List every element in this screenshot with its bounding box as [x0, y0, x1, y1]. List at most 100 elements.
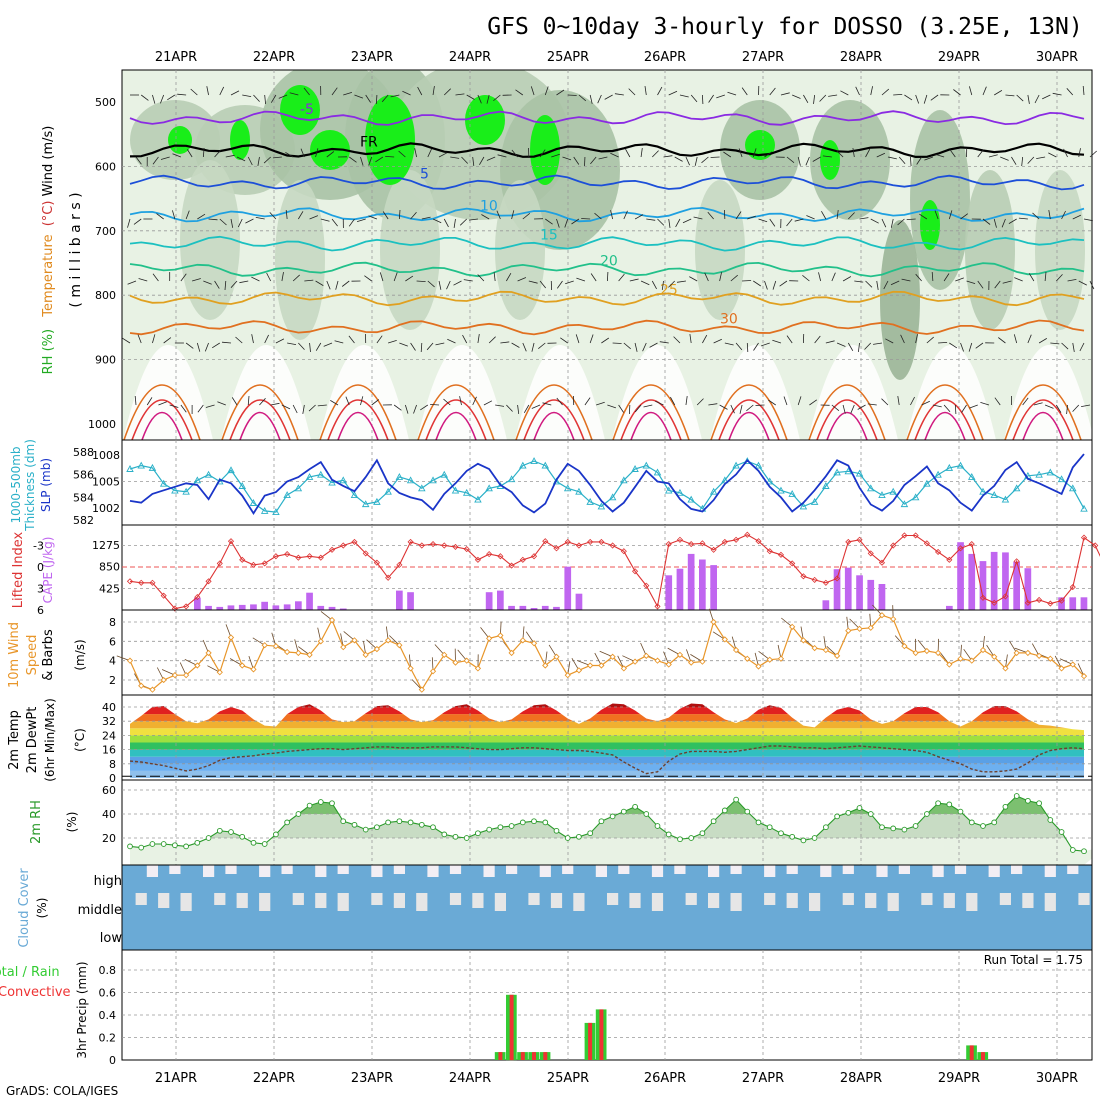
pressure-tick-700: 700	[95, 225, 116, 238]
rh2m-point-16	[307, 803, 312, 808]
cape-bar-52	[710, 565, 717, 610]
wind10m-point-8	[217, 670, 222, 675]
pressure-tick-1000: 1000	[88, 418, 116, 431]
cape-bar-84	[1069, 597, 1076, 610]
rh2m-point-44	[621, 809, 626, 814]
cloud-mid-gap-29	[450, 893, 461, 905]
bottom-date-28APR: 28APR	[840, 1071, 882, 1086]
cloud-high-gap-29	[450, 865, 461, 874]
cloud-mid-gap-22	[371, 893, 382, 905]
rh2m-point-33	[498, 825, 503, 830]
rh2m-point-20	[352, 822, 357, 827]
cloud-mid-gap-50	[686, 893, 697, 905]
cloud-high-gap-49	[674, 865, 685, 874]
cloud-high-gap-44	[618, 865, 629, 874]
wind-barb-41-2	[581, 219, 590, 220]
wind-barb-52-1	[711, 157, 720, 158]
rh2m-point-63	[835, 814, 840, 819]
wind-tick-3: 2	[109, 674, 116, 687]
cape-bar-24	[396, 591, 403, 610]
top-date-26APR: 26APR	[644, 50, 686, 65]
rh2m-point-15	[296, 812, 301, 817]
cape-bar-85	[1081, 597, 1088, 610]
pressure-tick-900: 900	[95, 354, 116, 367]
top-date-25APR: 25APR	[547, 50, 589, 65]
rh2m-point-19	[341, 819, 346, 824]
rh2m-point-52	[711, 819, 716, 824]
wind10m-point-45	[633, 659, 638, 664]
bottom-date-26APR: 26APR	[644, 1071, 686, 1086]
thickness-tick-1: 586	[73, 469, 94, 482]
temp2m-panel: 2m Temp 2m DewPt (6hr Min/Max) (°C) 4032…	[7, 695, 1092, 785]
cloud-high-gap-14	[282, 865, 293, 874]
isotherm-label-5: 20	[600, 253, 618, 269]
wind-barb-54-3	[742, 281, 751, 282]
cape-bar-12	[261, 602, 268, 610]
thickness-tick-2: 584	[73, 491, 94, 504]
li-tick-0: -3	[33, 540, 44, 553]
cloud-mid-gap-66	[865, 893, 876, 908]
cloud-mid-gap-24	[394, 893, 405, 908]
cape-bar-74	[957, 542, 964, 610]
rh2m-point-5	[184, 844, 189, 849]
top-date-28APR: 28APR	[840, 50, 882, 65]
cloud-mid-gap-54	[731, 893, 742, 911]
cloud-mid-gap-40	[573, 893, 584, 911]
cloud-unit-label: (%)	[35, 898, 49, 919]
rh2m-point-42	[599, 819, 604, 824]
top-date-24APR: 24APR	[449, 50, 491, 65]
rh2m-point-13	[274, 832, 279, 837]
rh2m-point-39	[565, 836, 570, 841]
rh2m-point-25	[408, 820, 413, 825]
pressure-tick-600: 600	[95, 160, 116, 173]
cloud-mid-gap-52	[708, 893, 719, 908]
wind10m-point-46	[644, 653, 649, 658]
precip-conv-bar-76	[981, 1052, 985, 1060]
bottom-date-23APR: 23APR	[351, 1071, 393, 1086]
run-total: Run Total = 1.75	[984, 953, 1083, 967]
precip-conv-bar-36	[532, 1052, 536, 1060]
rh2m-point-36	[532, 819, 537, 824]
rh-blob-11	[180, 160, 240, 320]
rh2m-point-69	[902, 827, 907, 832]
cape-bar-39	[564, 567, 571, 610]
wind-tick-1: 6	[109, 635, 116, 648]
rh2m-point-10	[240, 834, 245, 839]
cape-bar-73	[946, 606, 953, 610]
rh2m-point-34	[509, 824, 514, 829]
temp-band-11	[122, 696, 1092, 703]
rh2m-point-71	[925, 812, 930, 817]
top-date-21APR: 21APR	[155, 50, 197, 65]
isotherm-label-0: -5	[300, 102, 314, 118]
rh2m-point-8	[217, 828, 222, 833]
rh2m-point-84	[1070, 848, 1075, 853]
rh2m-point-81	[1037, 801, 1042, 806]
rh2m-point-40	[577, 834, 582, 839]
wind10m-point-62	[823, 648, 828, 653]
wind-barb-42-3	[607, 272, 608, 281]
cape-bar-10	[239, 605, 246, 610]
cape-bar-40	[576, 594, 583, 610]
cape-bar-17	[317, 606, 324, 610]
cape-tick-0: 1275	[92, 539, 120, 552]
upper-air-ylabel: RH (%) Temperature (°C) Wind (m/s)	[41, 126, 56, 375]
cloud-mid-gap-61	[809, 893, 820, 911]
cloud-mid-gap-31	[472, 893, 483, 908]
rh2m-point-38	[554, 828, 559, 833]
rh2m-point-24	[397, 819, 402, 824]
cape-bar-75	[968, 554, 975, 610]
cape-bar-50	[688, 554, 695, 610]
wind-barb-39-0	[568, 95, 577, 96]
bottom-date-21APR: 21APR	[155, 1071, 197, 1086]
cape-bar-78	[1002, 552, 1009, 610]
rh-saturated-0	[168, 126, 192, 154]
bottom-date-29APR: 29APR	[938, 1071, 980, 1086]
rh2m-point-28	[442, 832, 447, 837]
cloud-high-gap-4	[169, 865, 180, 874]
wind-barb-51-0	[702, 95, 703, 104]
cloud-high-gap-37	[540, 865, 551, 877]
rh2m-point-59	[790, 834, 795, 839]
cloud-mid-gap-1	[136, 893, 147, 905]
